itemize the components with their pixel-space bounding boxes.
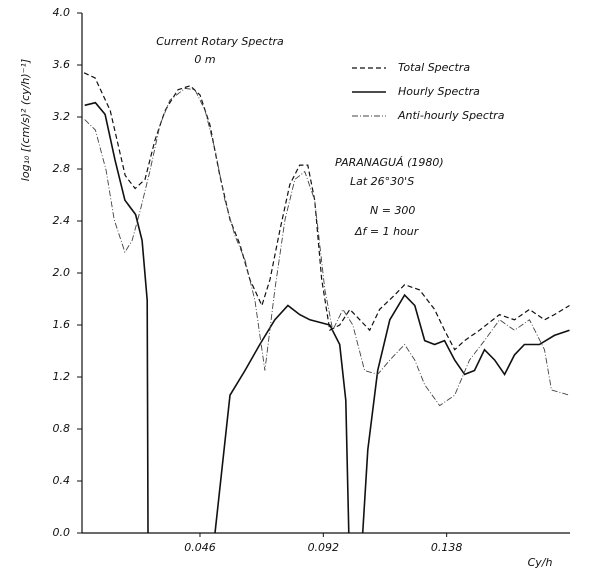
x-tick-label: 0.046	[184, 541, 216, 554]
y-tick-label: 2.0	[53, 266, 71, 279]
y-tick-label: 4.0	[53, 6, 71, 19]
y-tick-label: 1.6	[53, 318, 71, 331]
y-tick-label: 0.4	[53, 474, 71, 487]
chart-title: Current Rotary Spectra	[156, 35, 284, 48]
annotation: Δf = 1 hour	[354, 225, 420, 238]
x-tick-label: 0.138	[431, 541, 463, 554]
series-line	[83, 72, 570, 351]
y-tick-label: 1.2	[53, 370, 71, 383]
y-tick-label: 2.8	[53, 162, 71, 175]
annotation: Lat 26°30'S	[350, 175, 414, 188]
legend-label: Anti-hourly Spectra	[397, 109, 505, 122]
annotation: N = 300	[370, 204, 415, 217]
legend-label: Hourly Spectra	[398, 85, 480, 98]
x-axis-label: Cy/h	[528, 556, 553, 569]
y-tick-label: 3.6	[53, 58, 71, 71]
y-tick-label: 0.0	[53, 526, 71, 539]
annotation: PARANAGUÁ (1980)	[335, 156, 444, 169]
y-tick-label: 3.2	[53, 110, 71, 123]
y-tick-label: 2.4	[53, 214, 71, 227]
y-axis-label: log₁₀ [(cm/s)² (cy/h)⁻¹]	[19, 59, 32, 181]
chart-subtitle: 0 m	[194, 53, 215, 66]
series-line	[84, 87, 570, 407]
series-line	[84, 101, 570, 534]
y-tick-label: 0.8	[53, 422, 71, 435]
legend-label: Total Spectra	[398, 61, 470, 74]
x-tick-label: 0.092	[308, 541, 340, 554]
